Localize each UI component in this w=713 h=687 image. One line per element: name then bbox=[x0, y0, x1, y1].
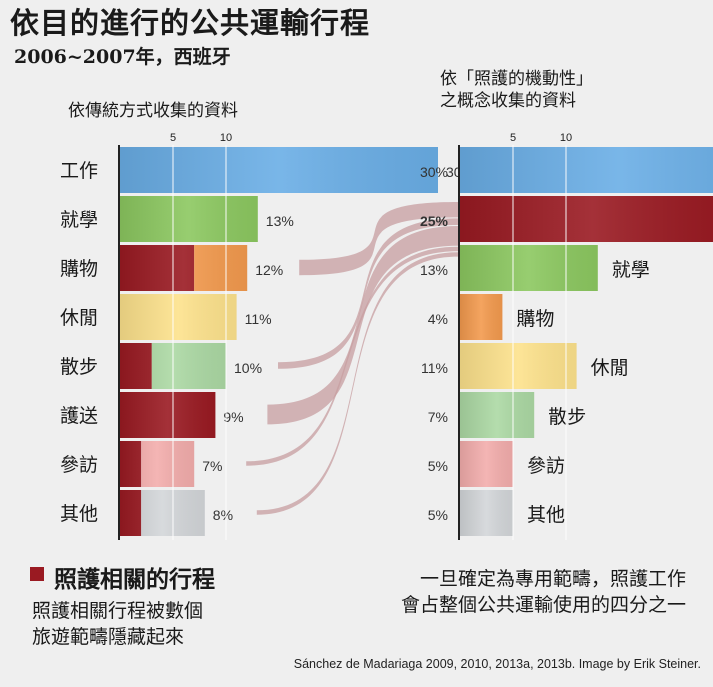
chart-title: 依目的進行的公共運輸行程 bbox=[10, 6, 371, 40]
conclusion-note: 一旦確定為專用範疇，照護工作 會占整個公共運輸使用的四分之一 bbox=[350, 566, 686, 618]
left-data-label: 7% bbox=[202, 458, 222, 474]
right-bar-shade bbox=[460, 490, 513, 536]
right-heading-line: 之概念收集的資料 bbox=[440, 90, 576, 111]
chart-subtitle: 2006~2007年，西班牙 bbox=[14, 46, 231, 68]
legend-desc-line: 旅遊範疇隱藏起來 bbox=[32, 626, 185, 648]
left-category-label: 其他 bbox=[60, 503, 98, 525]
right-category-label: 參訪 bbox=[527, 455, 565, 477]
right-data-label: 4% bbox=[428, 311, 448, 327]
right-data-label: 11% bbox=[421, 360, 448, 376]
legend-title: 照護相關的行程 bbox=[30, 560, 215, 594]
right-heading-line: 依「照護的機動性」 bbox=[440, 69, 593, 89]
right-bar-shade bbox=[460, 441, 513, 487]
conclusion-line: 一旦確定為專用範疇，照護工作 bbox=[419, 568, 686, 590]
right-category-label: 就學 bbox=[612, 259, 650, 281]
right-bar-panel: 依「照護的機動性」之概念收集的資料51030%工作25%照護工作13%就學4%購… bbox=[420, 69, 713, 540]
right-bar-shade bbox=[460, 343, 577, 389]
left-category-label: 參訪 bbox=[60, 454, 98, 476]
right-data-label: 30% bbox=[420, 164, 448, 180]
legend-swatch bbox=[30, 567, 44, 581]
left-data-label: 11% bbox=[245, 311, 272, 327]
right-data-label: 25% bbox=[420, 213, 449, 229]
right-bar-shade bbox=[460, 147, 713, 193]
left-bar-shade bbox=[120, 490, 205, 536]
conclusion-line: 會占整個公共運輸使用的四分之一 bbox=[400, 594, 686, 616]
right-category-label: 休閒 bbox=[591, 357, 629, 379]
flow-ribbon-其他 bbox=[256, 252, 458, 515]
legend-desc-line: 照護相關行程被數個 bbox=[32, 600, 204, 622]
right-tick-label: 10 bbox=[560, 132, 572, 144]
left-tick-label: 5 bbox=[170, 132, 176, 144]
flow-ribbons bbox=[246, 202, 458, 515]
right-data-label: 7% bbox=[428, 409, 448, 425]
left-category-label: 休閒 bbox=[60, 307, 98, 329]
right-category-label: 散步 bbox=[548, 406, 586, 428]
flow-ribbon-購物 bbox=[299, 202, 458, 276]
left-data-label: 10% bbox=[234, 360, 262, 376]
right-data-label: 5% bbox=[428, 458, 448, 474]
left-data-label: 9% bbox=[223, 409, 243, 425]
left-bar-shade bbox=[120, 245, 248, 291]
flow-ribbon-護送 bbox=[267, 226, 458, 425]
right-bar-shade bbox=[460, 392, 535, 438]
right-data-label: 5% bbox=[428, 507, 448, 523]
right-tick-label: 5 bbox=[510, 132, 516, 144]
left-bar-shade bbox=[120, 147, 438, 193]
left-data-label: 13% bbox=[266, 213, 294, 229]
left-tick-label: 10 bbox=[220, 132, 232, 144]
left-category-label: 購物 bbox=[60, 258, 98, 280]
right-bar-shade bbox=[460, 294, 503, 340]
left-category-label: 就學 bbox=[60, 209, 98, 231]
right-category-label: 其他 bbox=[527, 504, 565, 526]
left-bar-shade bbox=[120, 392, 216, 438]
right-bar-shade bbox=[460, 245, 598, 291]
left-heading: 依傳統方式收集的資料 bbox=[68, 101, 238, 121]
legend-description: 照護相關行程被數個 旅遊範疇隱藏起來 bbox=[32, 598, 203, 650]
right-bar-shade bbox=[460, 196, 713, 242]
left-data-label: 12% bbox=[255, 262, 283, 278]
left-category-label: 散步 bbox=[60, 356, 98, 378]
source-credit: Sánchez de Madariaga 2009, 2010, 2013a, … bbox=[293, 657, 701, 671]
right-data-label: 13% bbox=[420, 262, 448, 278]
legend-title-text: 照護相關的行程 bbox=[54, 567, 215, 593]
left-category-label: 護送 bbox=[60, 405, 98, 427]
left-category-label: 工作 bbox=[60, 160, 98, 182]
left-bar-shade bbox=[120, 294, 237, 340]
left-data-label: 8% bbox=[213, 507, 233, 523]
left-bar-shade bbox=[120, 196, 258, 242]
left-bar-shade bbox=[120, 441, 195, 487]
right-category-label: 購物 bbox=[516, 308, 554, 330]
left-bar-panel: 依傳統方式收集的資料 5 10 工作 30% 就學 13% 購物 12% 休閒 11% 散步 10% 護送… bbox=[60, 101, 474, 540]
